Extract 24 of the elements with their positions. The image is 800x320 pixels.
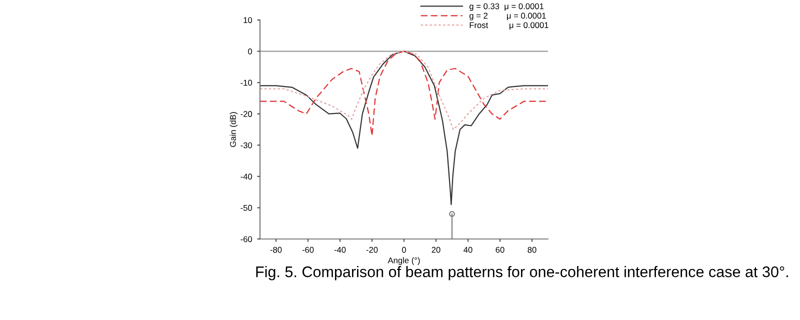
legend-label: g = 2 μ = 0.0001 bbox=[470, 12, 546, 20]
line-series bbox=[260, 50, 548, 206]
y-axis-title: Gain (dB) bbox=[230, 112, 238, 147]
y-tick-label: -50 bbox=[240, 204, 252, 211]
x-tick-label: -40 bbox=[334, 246, 346, 253]
y-tick-label: -10 bbox=[240, 80, 252, 86]
x-tick-label: -20 bbox=[366, 246, 378, 253]
x-tick-label: -60 bbox=[302, 246, 314, 253]
legend-label: g = 0.33 μ = 0.0001 bbox=[470, 3, 544, 11]
y-tick-label: -30 bbox=[240, 142, 252, 148]
y-tick-label: -60 bbox=[240, 236, 252, 242]
x-tick-label: 0 bbox=[402, 246, 406, 253]
y-tick-label: 10 bbox=[244, 17, 252, 24]
x-tick-label: 80 bbox=[528, 246, 536, 253]
x-tick-label: 40 bbox=[464, 246, 472, 253]
x-tick-label: 20 bbox=[432, 246, 440, 253]
y-tick-label: -20 bbox=[240, 111, 252, 117]
x-axis-title: Angle (°) bbox=[388, 257, 420, 265]
y-tick-label: -40 bbox=[240, 174, 252, 180]
x-tick-label: -80 bbox=[270, 246, 282, 253]
y-tick-label: 0 bbox=[248, 48, 252, 54]
x-tick-label: 60 bbox=[496, 246, 504, 253]
legend-label: Frost μ = 0.0001 bbox=[470, 22, 548, 30]
caption: Fig. 5. Comparison of beam patterns for one-coherent interference case at 30°. bbox=[256, 266, 788, 280]
